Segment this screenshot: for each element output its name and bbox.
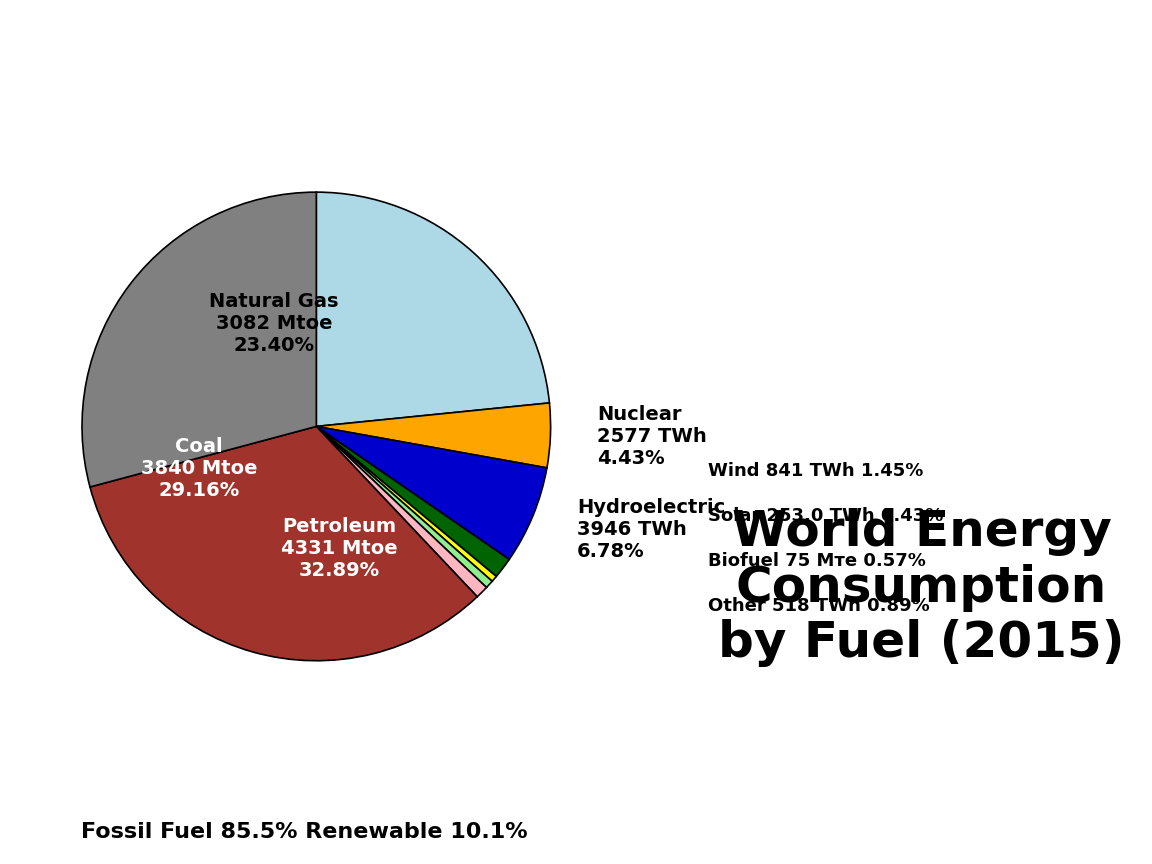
Text: Wind 841 TWh 1.45%: Wind 841 TWh 1.45% — [708, 462, 924, 480]
Text: Petroleum
4331 Mtoe
32.89%: Petroleum 4331 Mtoe 32.89% — [281, 517, 399, 580]
Text: Natural Gas
3082 Mtoe
23.40%: Natural Gas 3082 Mtoe 23.40% — [210, 292, 339, 355]
Text: Hydroelectric
3946 TWh
6.78%: Hydroelectric 3946 TWh 6.78% — [577, 498, 726, 561]
Text: Solar 253.0 TWh 0.43%: Solar 253.0 TWh 0.43% — [708, 507, 943, 524]
Text: Biofuel 75 Mᴛe 0.57%: Biofuel 75 Mᴛe 0.57% — [708, 552, 926, 569]
Wedge shape — [317, 427, 486, 597]
Wedge shape — [317, 427, 509, 576]
Wedge shape — [317, 427, 497, 581]
Text: Nuclear
2577 TWh
4.43%: Nuclear 2577 TWh 4.43% — [597, 405, 707, 468]
Wedge shape — [82, 192, 317, 487]
Text: Other 518 TWh 0.89%: Other 518 TWh 0.89% — [708, 597, 930, 614]
Wedge shape — [317, 427, 492, 588]
Wedge shape — [317, 427, 547, 560]
Wedge shape — [317, 403, 551, 468]
Text: Fossil Fuel 85.5% Renewable 10.1%: Fossil Fuel 85.5% Renewable 10.1% — [81, 823, 528, 842]
Wedge shape — [90, 427, 477, 661]
Text: World Energy
Consumption
by Fuel (2015): World Energy Consumption by Fuel (2015) — [719, 508, 1124, 667]
Wedge shape — [317, 192, 550, 427]
Text: Coal
3840 Mtoe
29.16%: Coal 3840 Mtoe 29.16% — [141, 437, 257, 500]
